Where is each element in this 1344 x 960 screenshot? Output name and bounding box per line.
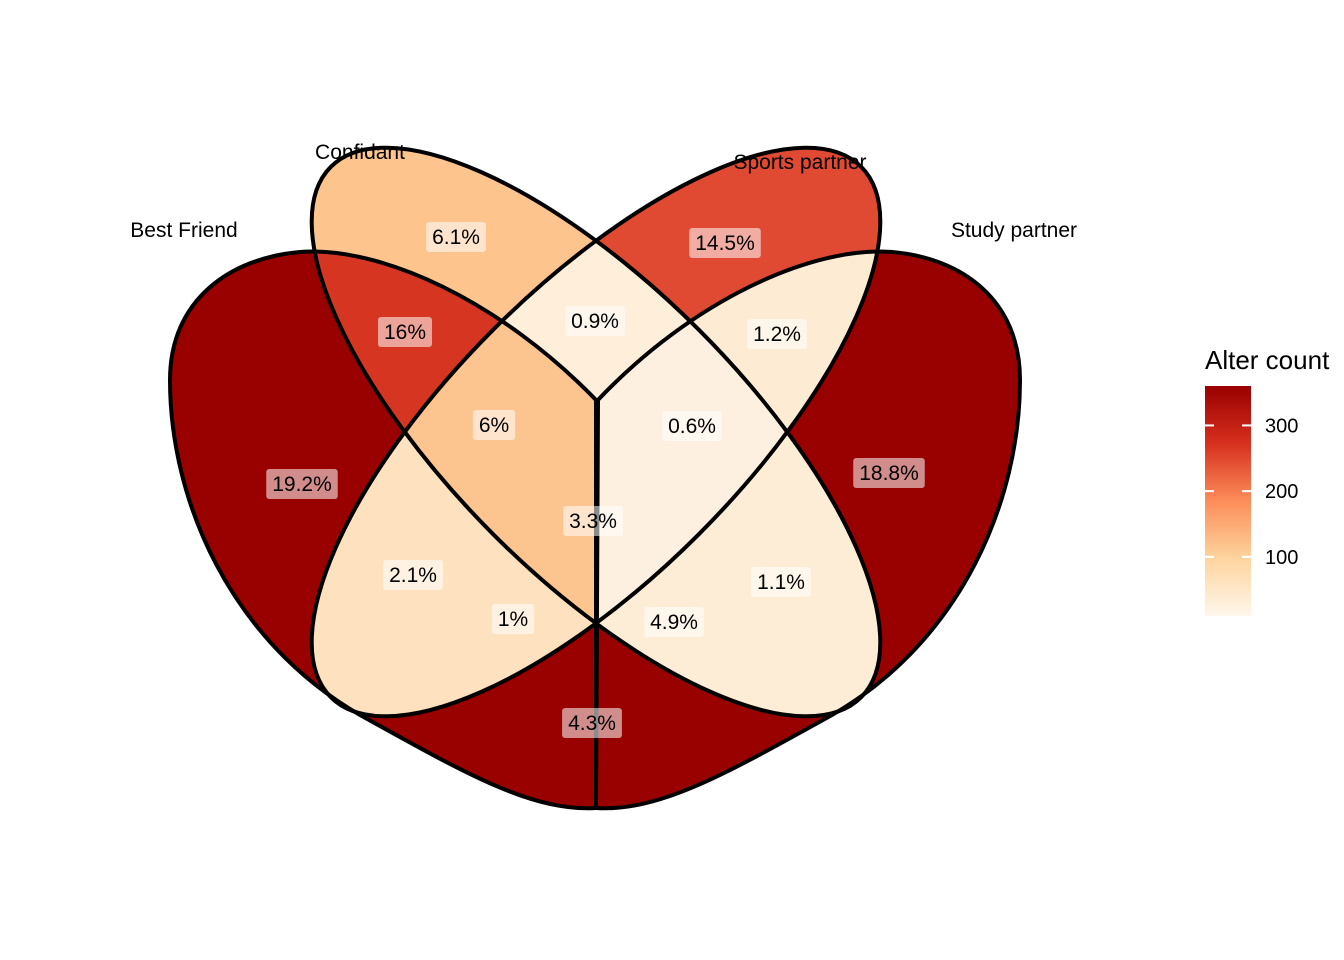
sports-partner-outline [309, 145, 883, 719]
region-pct-text: 0.9% [571, 310, 619, 333]
region-pct-text: 19.2% [272, 473, 332, 496]
set-label-best-friend: Best Friend [130, 219, 237, 242]
legend-tick-label: 300 [1265, 415, 1298, 437]
set-label-sports-partner: Sports partner [733, 151, 866, 174]
study-partner-outline [594, 249, 1023, 811]
region-pct-text: 0.6% [668, 415, 716, 438]
region-label-bf-cf-sp: 6% [472, 410, 516, 440]
region-label-bf-sp-st: 1% [491, 604, 535, 634]
region-label-cf-sp: 0.9% [565, 306, 625, 336]
region-label-bf-sp: 2.1% [383, 560, 443, 590]
region-label-sports-partner: 14.5% [689, 228, 761, 258]
region-label-sp-st: 1.2% [747, 319, 807, 349]
legend-title: Alter count [1205, 345, 1330, 375]
region-label-best-friend: 19.2% [266, 469, 338, 499]
region-label-bf-st: 4.3% [562, 708, 622, 738]
set-labels: Best Friend Confidant Sports partner Stu… [130, 141, 1077, 242]
region-pct-text: 1.1% [757, 571, 805, 594]
legend-ticks: 300 200 100 [1205, 415, 1298, 569]
venn-outlines [167, 145, 1023, 811]
confidant-outline [309, 145, 883, 719]
region-pct-text: 2.1% [389, 564, 437, 587]
region-label-all-four: 3.3% [563, 506, 623, 536]
region-label-cf-st: 1.1% [751, 567, 811, 597]
region-percentage-labels: 19.2% 18.8% 6.1% 14.5% 16% 0.9% 1.2% 6% … [266, 222, 925, 738]
region-pct-text: 14.5% [695, 232, 755, 255]
set-label-confidant: Confidant [315, 141, 405, 164]
color-legend: Alter count 300 200 100 [1205, 345, 1330, 616]
region-pct-text: 6.1% [432, 226, 480, 249]
region-label-study-partner: 18.8% [853, 458, 925, 488]
region-pct-text: 18.8% [859, 462, 919, 485]
region-label-bf-cf: 16% [377, 317, 433, 347]
legend-tick-label: 200 [1265, 481, 1298, 503]
region-label-confidant: 6.1% [426, 222, 486, 252]
region-label-bf-cf-st: 4.9% [644, 607, 704, 637]
set-label-study-partner: Study partner [951, 219, 1077, 242]
best-friend-outline [167, 249, 601, 811]
legend-tick-label: 100 [1265, 547, 1298, 569]
region-pct-text: 6% [479, 414, 509, 437]
region-pct-text: 1.2% [753, 323, 801, 346]
region-label-cf-sp-st: 0.6% [662, 411, 722, 441]
region-pct-text: 1% [498, 608, 528, 631]
region-pct-text: 4.9% [650, 611, 698, 634]
legend-colorbar [1205, 386, 1251, 616]
region-pct-text: 4.3% [568, 712, 616, 735]
region-pct-text: 3.3% [569, 510, 617, 533]
region-pct-text: 16% [384, 321, 426, 344]
